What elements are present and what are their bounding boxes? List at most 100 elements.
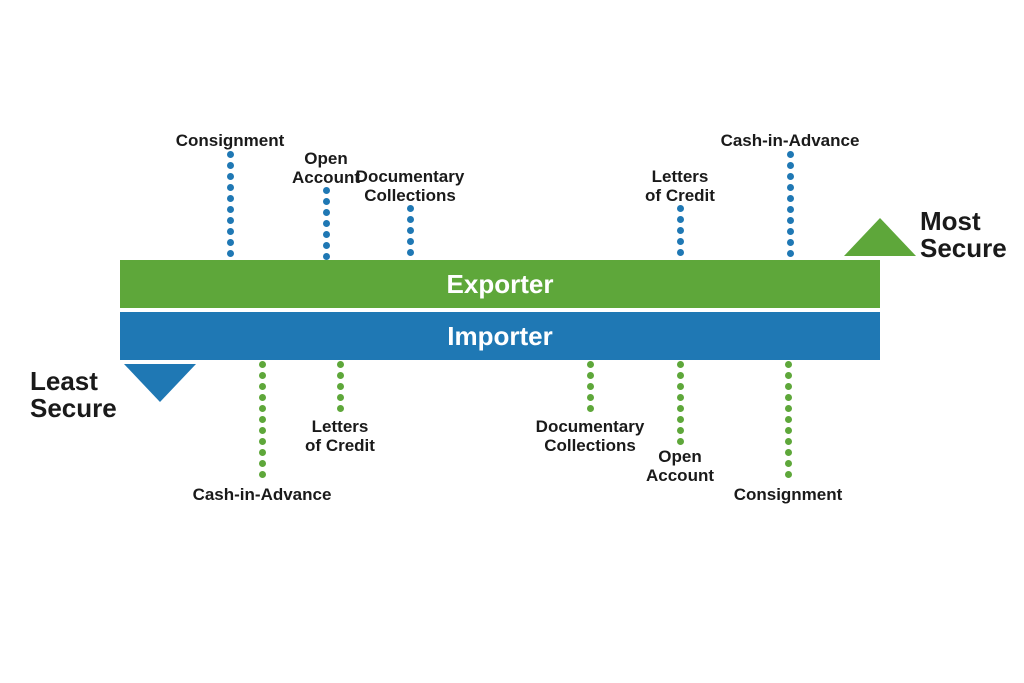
connector-dot bbox=[785, 383, 792, 390]
connector-dot bbox=[259, 361, 266, 368]
connector-dot bbox=[785, 394, 792, 401]
connector-dot bbox=[587, 405, 594, 412]
least-secure-line1: Least bbox=[30, 368, 117, 395]
connector-dot bbox=[259, 460, 266, 467]
connector-dot bbox=[785, 416, 792, 423]
marker-consignment-top: Consignment bbox=[150, 132, 310, 151]
connector-dot bbox=[323, 198, 330, 205]
connector-dot bbox=[407, 227, 414, 234]
connector-dot bbox=[785, 372, 792, 379]
connector-dot bbox=[785, 449, 792, 456]
connector-dot bbox=[337, 372, 344, 379]
marker-cash-advance-bot-line0: Cash-in-Advance bbox=[182, 486, 342, 505]
connector-dot bbox=[677, 361, 684, 368]
connector-dot bbox=[787, 184, 794, 191]
connector-dot bbox=[227, 250, 234, 257]
connector-dot bbox=[677, 249, 684, 256]
connector-dot bbox=[677, 394, 684, 401]
connector-dot bbox=[677, 238, 684, 245]
connector-dot bbox=[227, 206, 234, 213]
connector-dot bbox=[323, 209, 330, 216]
connector-dot bbox=[785, 471, 792, 478]
marker-cash-advance-top-line0: Cash-in-Advance bbox=[710, 132, 870, 151]
marker-letters-credit-top-line0: Letters bbox=[600, 168, 760, 187]
marker-doc-collections-top-line0: Documentary bbox=[330, 168, 490, 187]
connector-dot bbox=[785, 361, 792, 368]
connector-dot bbox=[259, 405, 266, 412]
connector-dot bbox=[323, 253, 330, 260]
connector-dot bbox=[787, 228, 794, 235]
connector-dot bbox=[587, 372, 594, 379]
connector-dot bbox=[227, 239, 234, 246]
connector-dot bbox=[227, 184, 234, 191]
connector-dot bbox=[677, 205, 684, 212]
connector-dot bbox=[677, 427, 684, 434]
connector-dot bbox=[787, 217, 794, 224]
connector-dot bbox=[227, 173, 234, 180]
marker-open-account-bot-line1: Account bbox=[600, 467, 760, 486]
connector-dot bbox=[787, 195, 794, 202]
most-secure-line2: Secure bbox=[920, 235, 1007, 262]
connector-dot bbox=[407, 205, 414, 212]
least-secure-label: LeastSecure bbox=[30, 368, 117, 423]
connector-dot bbox=[259, 394, 266, 401]
marker-letters-credit-bot-line1: of Credit bbox=[260, 437, 420, 456]
connector-dot bbox=[677, 405, 684, 412]
connector-dot bbox=[227, 195, 234, 202]
most-secure-label: MostSecure bbox=[920, 208, 1007, 263]
connector-dot bbox=[587, 361, 594, 368]
marker-open-account-bot-line0: Open bbox=[600, 448, 760, 467]
marker-consignment-bot-line0: Consignment bbox=[708, 486, 868, 505]
most-secure-line1: Most bbox=[920, 208, 1007, 235]
connector-dot bbox=[227, 162, 234, 169]
connector-dot bbox=[323, 187, 330, 194]
connector-dot bbox=[259, 383, 266, 390]
marker-consignment-top-line0: Consignment bbox=[150, 132, 310, 151]
connector-dot bbox=[785, 405, 792, 412]
connector-dot bbox=[337, 394, 344, 401]
connector-dot bbox=[677, 372, 684, 379]
connector-dot bbox=[323, 231, 330, 238]
connector-dot bbox=[407, 216, 414, 223]
connector-dot bbox=[785, 460, 792, 467]
marker-doc-collections-bot-line0: Documentary bbox=[510, 418, 670, 437]
connector-dot bbox=[227, 151, 234, 158]
connector-dot bbox=[787, 206, 794, 213]
exporter-bar: Exporter bbox=[120, 260, 880, 308]
connector-dot bbox=[787, 173, 794, 180]
marker-letters-credit-top: Lettersof Credit bbox=[600, 168, 760, 205]
marker-cash-advance-top: Cash-in-Advance bbox=[710, 132, 870, 151]
marker-letters-credit-top-line1: of Credit bbox=[600, 187, 760, 206]
marker-open-account-top-line0: Open bbox=[246, 150, 406, 169]
connector-dot bbox=[337, 405, 344, 412]
marker-letters-credit-bot-line0: Letters bbox=[260, 418, 420, 437]
connector-dot bbox=[787, 151, 794, 158]
connector-dot bbox=[787, 162, 794, 169]
marker-cash-advance-bot: Cash-in-Advance bbox=[182, 486, 342, 505]
connector-dot bbox=[787, 239, 794, 246]
connector-dot bbox=[677, 383, 684, 390]
connector-dot bbox=[677, 216, 684, 223]
connector-dot bbox=[227, 217, 234, 224]
connector-dot bbox=[587, 394, 594, 401]
connector-dot bbox=[227, 228, 234, 235]
most-secure-arrow bbox=[844, 218, 916, 256]
connector-dot bbox=[677, 416, 684, 423]
connector-dot bbox=[323, 242, 330, 249]
connector-dot bbox=[407, 238, 414, 245]
connector-dot bbox=[259, 471, 266, 478]
connector-dot bbox=[337, 361, 344, 368]
marker-doc-collections-top-line1: Collections bbox=[330, 187, 490, 206]
least-secure-line2: Secure bbox=[30, 395, 117, 422]
connector-dot bbox=[407, 249, 414, 256]
connector-dot bbox=[677, 227, 684, 234]
connector-dot bbox=[785, 438, 792, 445]
connector-dot bbox=[259, 372, 266, 379]
connector-dot bbox=[677, 438, 684, 445]
marker-consignment-bot: Consignment bbox=[708, 486, 868, 505]
marker-doc-collections-top: DocumentaryCollections bbox=[330, 168, 490, 205]
marker-open-account-bot: OpenAccount bbox=[600, 448, 760, 485]
marker-letters-credit-bot: Lettersof Credit bbox=[260, 418, 420, 455]
importer-bar: Importer bbox=[120, 312, 880, 360]
connector-dot bbox=[785, 427, 792, 434]
